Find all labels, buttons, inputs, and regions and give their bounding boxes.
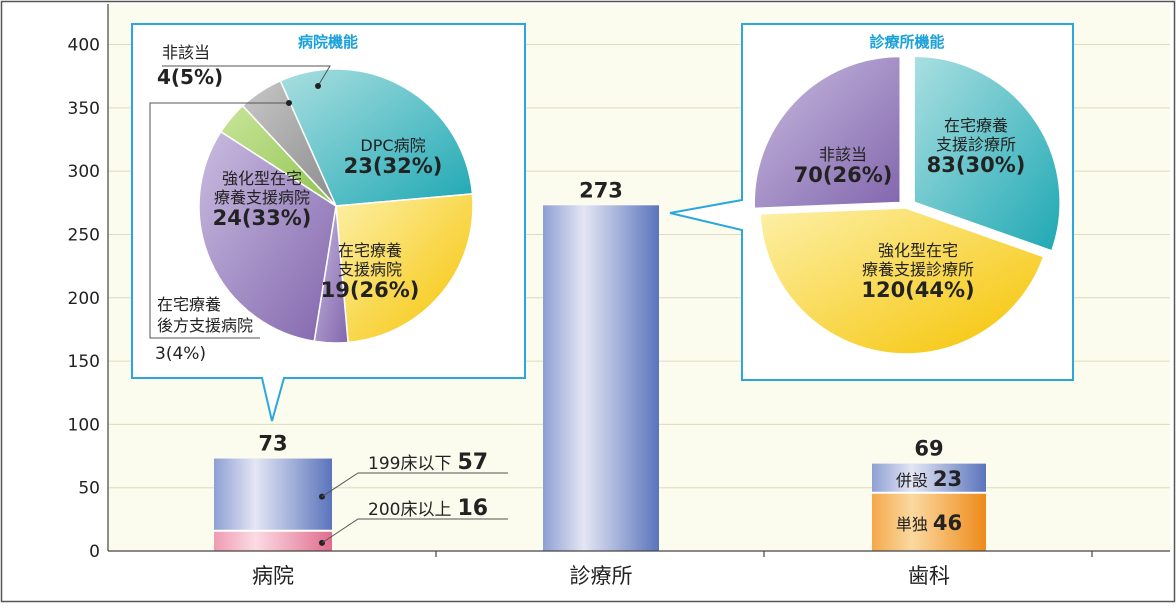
- pie-slice-value: 120(44%): [861, 278, 974, 302]
- bar-segment: [872, 463, 986, 493]
- segment-label: 200床以上 16: [368, 496, 488, 521]
- pie-slice-label: 在宅療養: [338, 241, 402, 260]
- pie-slice-label: 療養支援診療所: [862, 260, 974, 279]
- segment-value: 46: [933, 511, 962, 535]
- pie-slice-label: 後方支援病院: [157, 316, 253, 335]
- segment-label: 単独 46: [896, 511, 962, 535]
- bar-segment: [872, 492, 986, 551]
- pie-slice-value: 3(4%): [155, 344, 206, 364]
- leader-line: [321, 472, 508, 498]
- y-tick-label: 400: [68, 36, 100, 56]
- y-tick-label: 50: [78, 479, 100, 499]
- pie-slice-value: 4(5%): [157, 65, 223, 89]
- bar-total-label: 273: [579, 178, 623, 202]
- pie-slice-value: 23(32%): [344, 154, 443, 178]
- x-category-label: 病院: [252, 564, 294, 588]
- bar-segment: [214, 458, 332, 531]
- pie-slice-value: 83(30%): [927, 153, 1026, 177]
- pie-slice-label: DPC病院: [360, 136, 425, 155]
- y-tick-label: 200: [68, 289, 100, 309]
- pie-slice-value: 70(26%): [794, 163, 893, 187]
- bar-segment: [214, 530, 332, 551]
- leader-line: [162, 65, 331, 87]
- segment-name: 単独: [896, 515, 928, 534]
- segment-name: 199床以下: [368, 454, 451, 474]
- y-tick-label: 100: [68, 415, 100, 435]
- x-category-label: 歯科: [908, 564, 950, 588]
- pie-slice-label: 在宅療養: [157, 295, 221, 314]
- leader-line: [149, 102, 289, 339]
- pie-slice-value: 24(33%): [213, 206, 312, 230]
- segment-label: 併設 23: [896, 467, 962, 491]
- pie-slice: [913, 55, 1061, 252]
- pie-title: 診療所機能: [869, 33, 944, 51]
- pie-slice-label: 強化型在宅: [878, 241, 958, 260]
- pie-slice-label: 支援診療所: [936, 135, 1016, 154]
- pie-slice-label: 在宅療養: [944, 116, 1008, 135]
- pie-slice: [759, 207, 1045, 355]
- pie-slice-label: 非該当: [162, 43, 210, 62]
- y-tick-label: 150: [68, 352, 100, 372]
- pie-slice-label: 療養支援病院: [214, 188, 310, 207]
- pie-slice: [279, 68, 474, 207]
- leader-line: [321, 518, 508, 544]
- segment-value: 16: [457, 496, 488, 521]
- pie-slice-label: 支援病院: [338, 260, 402, 279]
- pie-slice-value: 19(26%): [321, 278, 420, 302]
- y-tick-label: 250: [68, 225, 100, 245]
- segment-name: 併設: [896, 471, 928, 490]
- bar-segment: [543, 205, 659, 551]
- pie-slice: [241, 79, 337, 207]
- pie-slice-label: 強化型在宅: [222, 169, 302, 188]
- pie-slice-label: 非該当: [819, 145, 867, 164]
- bar-total-label: 73: [258, 432, 287, 456]
- y-tick-label: 350: [68, 99, 100, 119]
- x-category-label: 診療所: [570, 564, 633, 588]
- leader-dot: [315, 83, 321, 89]
- segment-value: 23: [933, 467, 962, 491]
- segment-value: 57: [457, 450, 488, 475]
- segment-name: 200床以上: [368, 500, 451, 520]
- y-tick-label: 300: [68, 162, 100, 182]
- pie-slice: [753, 55, 901, 210]
- pie-title: 病院機能: [298, 33, 358, 51]
- pie-slice: [335, 193, 474, 344]
- bar-total-label: 69: [914, 437, 943, 461]
- segment-label: 199床以下 57: [368, 450, 488, 475]
- leader-dot: [286, 100, 292, 106]
- y-tick-label: 0: [89, 542, 100, 562]
